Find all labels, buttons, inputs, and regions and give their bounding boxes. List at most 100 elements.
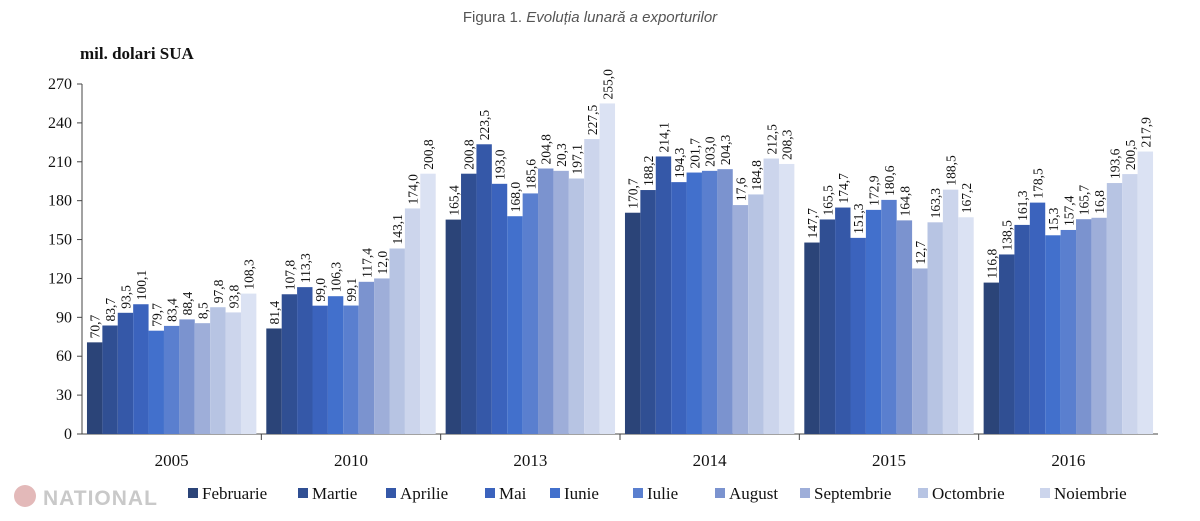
- legend-swatch: [633, 488, 643, 498]
- bar: [553, 170, 569, 434]
- x-category-label: 2005: [155, 451, 189, 470]
- y-tick-label: 0: [64, 426, 72, 443]
- data-label: 161,3: [1015, 190, 1030, 221]
- figure-caption: Figura 1. Evoluția lunară a exporturilor: [463, 9, 718, 26]
- bar: [624, 212, 641, 434]
- bar: [343, 305, 359, 434]
- data-label: 164,8: [897, 186, 912, 217]
- bar: [461, 173, 477, 434]
- data-label: 83,7: [103, 298, 118, 322]
- data-label: 17,6: [733, 177, 748, 201]
- bar: [225, 312, 241, 434]
- axes: 0 30 60 90 120 150 180 210 240 270 2005 2010 2013 201…: [48, 76, 1158, 470]
- data-label: 204,8: [539, 134, 554, 165]
- data-label: 93,5: [118, 285, 133, 309]
- x-category-label: 2015: [872, 451, 906, 470]
- bar: [640, 190, 656, 434]
- bar: [297, 287, 313, 434]
- bar: [568, 178, 585, 434]
- data-label: 188,2: [641, 156, 656, 186]
- data-label: 217,9: [1138, 117, 1153, 148]
- data-label: 170,7: [626, 178, 641, 209]
- data-label: 193,0: [493, 149, 508, 180]
- data-label: 83,4: [165, 298, 180, 322]
- bar: [865, 209, 882, 434]
- bar: [896, 220, 913, 434]
- x-category-label: 2016: [1051, 451, 1085, 470]
- data-label: 157,4: [1061, 195, 1076, 226]
- figure-caption-title: Evoluția lunară a exporturilor: [526, 9, 718, 26]
- bar: [655, 156, 672, 434]
- y-axis-label: mil. dolari SUA: [80, 44, 195, 63]
- bar: [958, 217, 974, 434]
- data-label: 12,7: [913, 241, 928, 265]
- figure-caption-prefix: Figura 1.: [463, 9, 522, 26]
- data-label: 147,7: [805, 208, 820, 239]
- bars: [86, 103, 1154, 435]
- legend-label: Aprilie: [400, 484, 448, 503]
- data-label: 81,4: [267, 301, 282, 325]
- data-label: 16,8: [1092, 190, 1107, 214]
- data-label: 194,3: [672, 148, 687, 179]
- data-label: 201,7: [687, 138, 702, 169]
- bar: [835, 207, 851, 434]
- y-tick-label: 60: [56, 348, 72, 365]
- y-tick-label: 180: [48, 193, 72, 210]
- bar: [1122, 174, 1138, 434]
- legend-label: August: [729, 484, 778, 503]
- bar: [266, 328, 282, 434]
- x-category-label: 2010: [334, 451, 368, 470]
- data-label: 168,0: [508, 182, 523, 213]
- bar: [404, 208, 421, 434]
- bar: [686, 172, 702, 435]
- legend-swatch: [386, 488, 396, 498]
- data-label: 208,3: [780, 129, 795, 160]
- data-label: 70,7: [88, 314, 103, 338]
- y-tick-label: 240: [48, 115, 72, 132]
- bar: [507, 216, 523, 434]
- legend-swatch: [800, 488, 810, 498]
- bar: [584, 139, 600, 434]
- y-tick-label: 30: [56, 387, 72, 404]
- data-label: 8,5: [195, 302, 210, 319]
- bar: [1045, 235, 1061, 434]
- bar: [912, 268, 928, 434]
- data-label: 200,5: [1123, 139, 1138, 170]
- data-label: 12,0: [375, 251, 390, 275]
- data-label: 167,2: [959, 183, 974, 213]
- y-tick-label: 120: [48, 270, 72, 287]
- data-label: 180,6: [882, 165, 897, 196]
- bar: [1029, 202, 1046, 434]
- bar: [491, 183, 508, 434]
- y-tick-label: 210: [48, 154, 72, 171]
- data-label: 79,7: [149, 303, 164, 327]
- bar: [850, 237, 866, 434]
- bar: [778, 163, 795, 435]
- y-tick-label: 150: [48, 232, 72, 249]
- bar: [102, 325, 118, 434]
- data-label: 138,5: [1000, 220, 1015, 251]
- data-label: 97,8: [211, 279, 226, 303]
- data-label: 204,3: [718, 135, 733, 166]
- watermark-text: NATIONAL: [43, 487, 158, 510]
- data-label: 99,1: [344, 278, 359, 302]
- data-label: 143,1: [390, 214, 405, 244]
- bar: [599, 103, 616, 434]
- data-label: 178,5: [1031, 168, 1046, 199]
- bar: [476, 144, 492, 434]
- data-label: 151,3: [851, 203, 866, 234]
- legend-label: Iulie: [647, 484, 678, 503]
- bar: [804, 242, 820, 434]
- legend-label: Noiembrie: [1054, 484, 1127, 503]
- bar: [881, 199, 897, 434]
- bar: [999, 254, 1015, 434]
- bar: [117, 312, 134, 434]
- data-label: 163,3: [928, 188, 943, 219]
- data-label: 99,0: [313, 278, 328, 302]
- bar: [763, 158, 779, 435]
- legend-label: Martie: [312, 484, 357, 503]
- legend-label: Mai: [499, 484, 527, 503]
- legend-label: Octombrie: [932, 484, 1005, 503]
- y-tick-label: 270: [48, 76, 72, 93]
- bar: [1091, 217, 1107, 434]
